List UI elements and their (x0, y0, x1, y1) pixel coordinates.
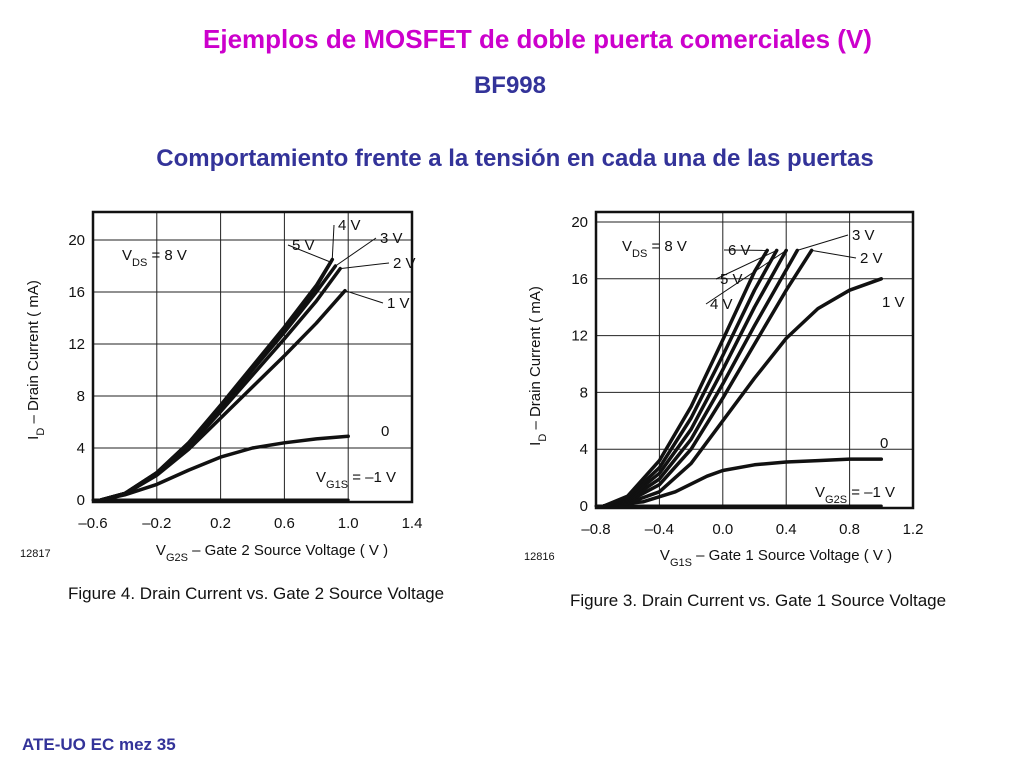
y-tick-label: 0 (77, 492, 85, 509)
curve-series (602, 248, 779, 508)
y-axis-label: ID – Drain Current ( mA) (25, 280, 47, 440)
x-tick-label: 0.2 (210, 515, 231, 532)
series-leader-line (705, 249, 787, 305)
series-label: 0 (381, 423, 389, 440)
curve-series (602, 248, 788, 508)
curve-series (99, 260, 333, 502)
series-leader-line (715, 249, 777, 280)
plot-frame (594, 210, 915, 510)
x-tick-label: –0.4 (645, 521, 674, 538)
y-axis-label: ID – Drain Current ( mA) (527, 286, 549, 446)
figure-id: 12817 (20, 548, 51, 560)
series-leader-line (335, 237, 377, 267)
plot-annotation: VDS = 8 V (622, 238, 687, 260)
x-tick-label: 0.4 (776, 521, 797, 538)
series-leader-line (344, 290, 384, 304)
x-tick-label: 0.0 (712, 521, 733, 538)
slide-subtitle: BF998 (473, 72, 547, 99)
series-label: 1 V (387, 295, 410, 312)
plot-frame (91, 210, 414, 504)
series-label: 2 V (860, 250, 883, 267)
curve-series (602, 457, 884, 508)
curve-series (602, 248, 800, 508)
x-tick-label: 0.8 (839, 521, 860, 538)
x-axis-label: VG2S – Gate 2 Source Voltage ( V ) (156, 542, 388, 564)
y-tick-label: 20 (571, 214, 588, 231)
x-tick-label: 0.6 (274, 515, 295, 532)
x-tick-label: 1.4 (402, 515, 423, 532)
series-label: 0 (880, 435, 888, 452)
y-tick-label: 12 (571, 328, 588, 345)
x-tick-label: –0.6 (78, 515, 107, 532)
x-axis-label: VG1S – Gate 1 Source Voltage ( V ) (660, 547, 892, 569)
series-label: 4 V (338, 217, 361, 234)
series-label: 5 V (720, 271, 743, 288)
plot-annotation: VG1S = –1 V (316, 469, 396, 491)
series-leader-line (340, 262, 390, 270)
series-label: 6 V (728, 242, 751, 259)
x-tick-label: –0.8 (581, 521, 610, 538)
slide-footer: ATE-UO EC mez 35 (22, 735, 176, 754)
x-tick-label: –0.2 (142, 515, 171, 532)
y-tick-label: 20 (68, 232, 85, 249)
figure-caption: Figure 3. Drain Current vs. Gate 1 Sourc… (570, 591, 946, 610)
y-tick-label: 8 (580, 384, 588, 401)
series-leader-line (287, 244, 331, 263)
series-label: 3 V (852, 227, 875, 244)
y-tick-label: 4 (77, 440, 85, 457)
series-leader-line (811, 249, 857, 259)
y-tick-label: 0 (580, 498, 588, 515)
y-tick-label: 8 (77, 388, 85, 405)
y-tick-label: 16 (571, 271, 588, 288)
series-label: 4 V (710, 296, 733, 313)
figure-id: 12816 (524, 551, 555, 563)
x-tick-label: 1.0 (338, 515, 359, 532)
series-label: 3 V (380, 230, 403, 247)
curve-series (99, 434, 350, 502)
curve-series (602, 248, 814, 508)
series-label: 5 V (292, 237, 315, 254)
plot-annotation: VG2S = –1 V (815, 484, 895, 506)
series-label: 2 V (393, 255, 416, 272)
series-leader-line (331, 224, 335, 260)
slide-title: Ejemplos de MOSFET de doble puerta comer… (203, 24, 872, 54)
figure-caption: Figure 4. Drain Current vs. Gate 2 Sourc… (68, 584, 444, 603)
series-leader-line (797, 234, 849, 251)
series-label: 1 V (882, 294, 905, 311)
slide-heading: Comportamiento frente a la tensión en ca… (156, 145, 874, 172)
plot-annotation: VDS = 8 V (122, 247, 187, 269)
y-tick-label: 4 (580, 441, 588, 458)
y-tick-label: 12 (68, 336, 85, 353)
x-tick-label: 1.2 (903, 521, 924, 538)
y-tick-label: 16 (68, 284, 85, 301)
curve-series (602, 277, 884, 508)
